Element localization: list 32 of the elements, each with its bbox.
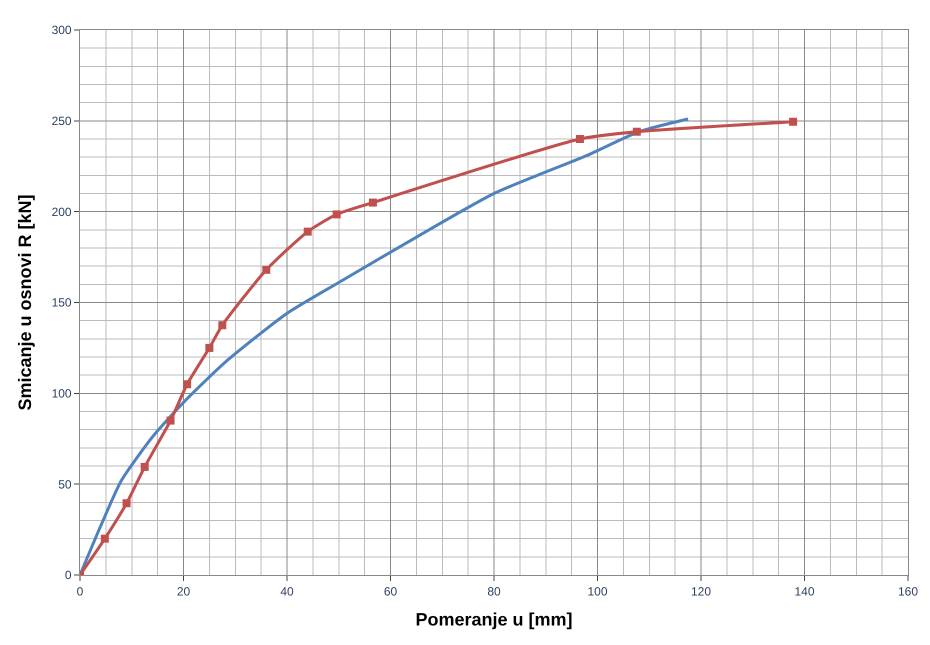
- point: [576, 135, 584, 143]
- point: [632, 128, 641, 136]
- point: [332, 210, 341, 218]
- point: [100, 534, 109, 543]
- y-tick-label: 150: [52, 296, 72, 310]
- x-axis-title: Pomeranje u [mm]: [415, 610, 573, 630]
- y-tick-label: 0: [64, 568, 72, 582]
- y-axis-title: Smicanje u osnovi R [kN]: [14, 194, 35, 411]
- y-tick-label: 200: [52, 204, 72, 219]
- y-tick-label: 100: [52, 386, 72, 401]
- point: [122, 499, 131, 508]
- x-tick-label: 100: [587, 584, 608, 598]
- point: [183, 380, 192, 388]
- x-tick-label: 140: [794, 584, 815, 598]
- point: [304, 228, 312, 236]
- x-tick-label: 20: [176, 584, 190, 598]
- point: [789, 118, 798, 126]
- x-tick-label: 0: [76, 584, 84, 598]
- point: [262, 266, 270, 274]
- y-tick-label: 250: [52, 114, 72, 128]
- x-tick-label: 40: [280, 584, 294, 598]
- x-tick-label: 80: [487, 584, 501, 598]
- point: [205, 344, 214, 352]
- y-tick-label: 50: [58, 477, 72, 492]
- x-tick-label: 120: [690, 584, 712, 598]
- point: [140, 462, 149, 471]
- x-tick-label: 60: [384, 584, 398, 598]
- x-tick-label: 160: [898, 584, 918, 598]
- point: [368, 198, 377, 207]
- point: [218, 321, 226, 330]
- y-tick-label: 300: [52, 23, 72, 38]
- point: [166, 416, 175, 425]
